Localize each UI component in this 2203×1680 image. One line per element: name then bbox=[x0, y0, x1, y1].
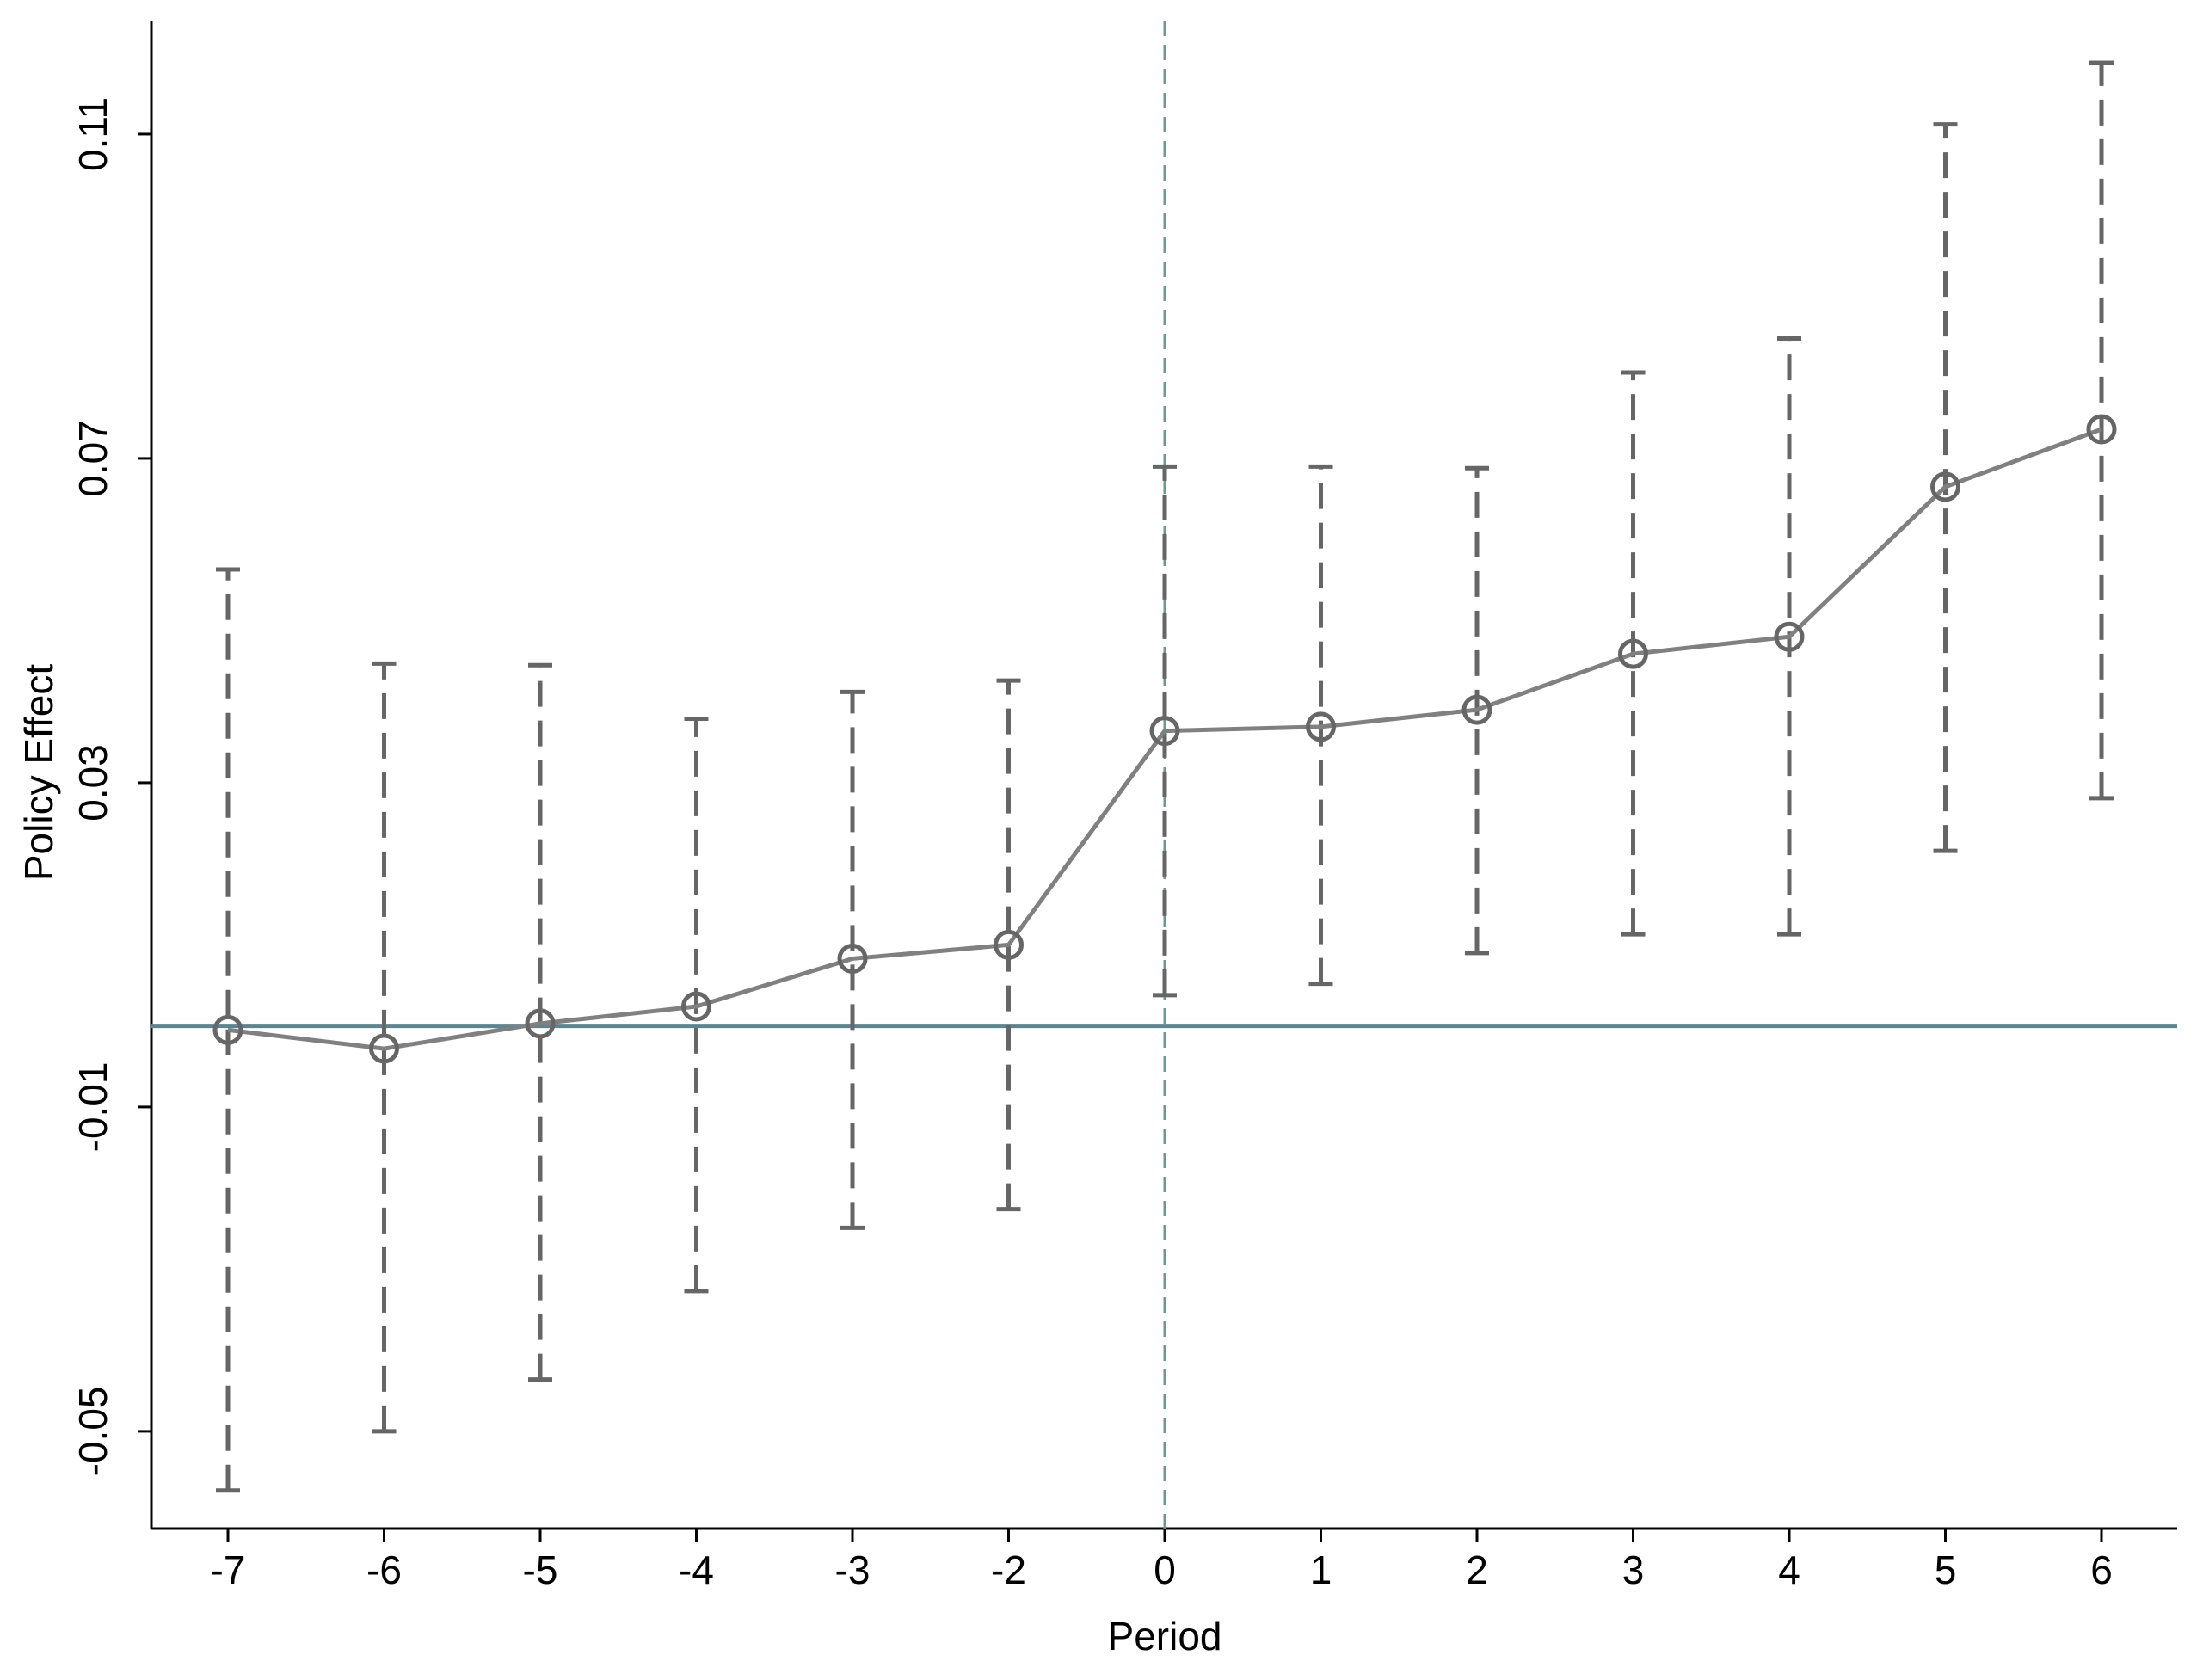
marker bbox=[1930, 471, 1960, 502]
marker bbox=[994, 929, 1024, 960]
y-tick-label: 0.11 bbox=[71, 97, 115, 171]
x-tick-label: -4 bbox=[679, 1548, 714, 1592]
marker bbox=[837, 943, 868, 974]
y-tick-label: 0.07 bbox=[71, 420, 115, 497]
x-tick-label: 5 bbox=[1935, 1548, 1957, 1592]
marker bbox=[369, 1033, 399, 1064]
marker bbox=[2086, 414, 2117, 445]
x-tick-label: 0 bbox=[1154, 1548, 1176, 1592]
x-axis-label: Period bbox=[1108, 1614, 1222, 1658]
x-tick-label: -2 bbox=[991, 1548, 1026, 1592]
y-tick-label: -0.05 bbox=[71, 1386, 115, 1476]
x-tick-label: 2 bbox=[1466, 1548, 1488, 1592]
x-tick-label: -7 bbox=[211, 1548, 246, 1592]
marker bbox=[212, 1014, 243, 1045]
marker bbox=[1149, 716, 1180, 747]
x-tick-label: 6 bbox=[2090, 1548, 2113, 1592]
y-tick-label: 0.03 bbox=[71, 744, 115, 822]
y-axis-label: Policy Effect bbox=[16, 664, 61, 881]
x-tick-label: 3 bbox=[1622, 1548, 1645, 1592]
marker bbox=[1774, 621, 1805, 652]
marker bbox=[1461, 694, 1492, 725]
line bbox=[227, 427, 2102, 1051]
marker bbox=[1618, 638, 1648, 669]
x-tick-label: -5 bbox=[523, 1548, 558, 1592]
y-tick-label: -0.01 bbox=[71, 1062, 115, 1152]
marker bbox=[681, 991, 711, 1022]
x-tick-label: -6 bbox=[366, 1548, 402, 1592]
x-tick-label: 1 bbox=[1310, 1548, 1332, 1592]
x-tick-label: -3 bbox=[835, 1548, 871, 1592]
marker bbox=[1306, 711, 1336, 742]
marker bbox=[525, 1008, 556, 1039]
x-tick-label: 4 bbox=[1778, 1548, 1800, 1592]
